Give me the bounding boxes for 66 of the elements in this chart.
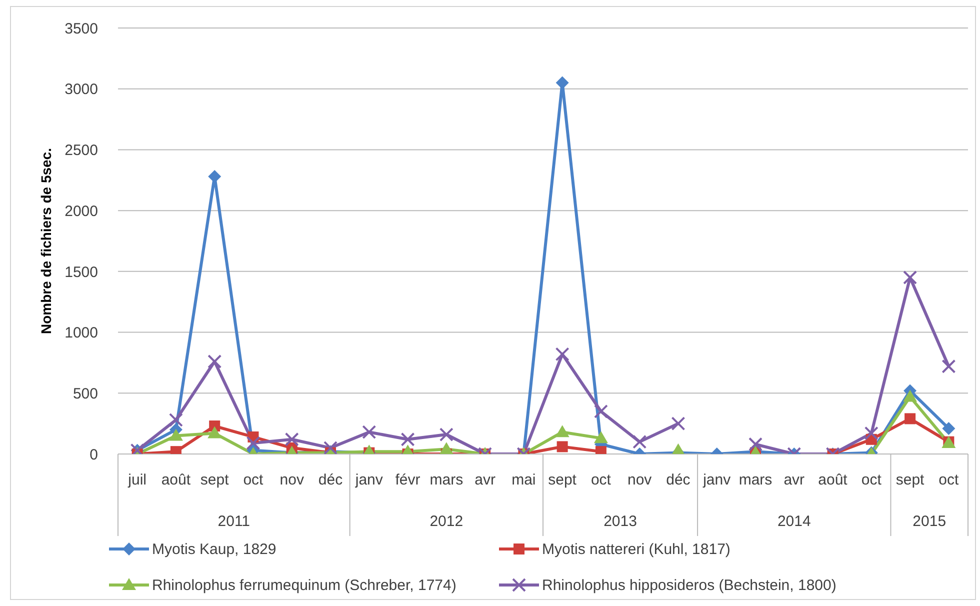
x-tick-label: janv xyxy=(354,472,384,489)
legend-label: Myotis Kaup, 1829 xyxy=(152,540,276,558)
legend-label: Myotis nattereri (Kuhl, 1817) xyxy=(542,540,730,558)
y-tick-label: 2500 xyxy=(64,142,98,160)
point xyxy=(903,270,918,285)
point xyxy=(555,347,570,362)
y-axis-title: Nombre de fichiers de 5sec. xyxy=(38,148,54,334)
x-tick-label: oct xyxy=(590,472,612,489)
point xyxy=(324,440,338,454)
y-tick-label: 3500 xyxy=(64,20,98,38)
x-tick-label: déc xyxy=(666,472,691,489)
point xyxy=(208,426,222,438)
text: 2013 xyxy=(604,513,637,530)
legend-label: Rhinolophus hipposideros (Bechstein, 1800) xyxy=(542,576,836,594)
point xyxy=(594,404,608,418)
x-tick-label: avr xyxy=(474,472,496,489)
point xyxy=(903,390,918,402)
point xyxy=(632,434,647,449)
point xyxy=(671,443,686,454)
point xyxy=(439,442,454,454)
x-tick-label: déc xyxy=(318,472,344,489)
x-tick-label: mars xyxy=(738,472,772,489)
text: 2011 xyxy=(218,513,250,530)
x-tick-label: nov xyxy=(627,472,652,489)
point xyxy=(439,428,454,442)
x-tick-label: oct xyxy=(243,472,264,489)
point xyxy=(168,412,183,427)
y-tick-label: 2000 xyxy=(64,202,98,220)
text: 2012 xyxy=(430,513,464,530)
y-tick-label: 0 xyxy=(90,446,98,464)
point xyxy=(671,416,686,431)
point xyxy=(942,422,956,435)
x-tick-label: févr xyxy=(395,472,420,489)
point xyxy=(904,413,916,424)
y-tick-label: 1000 xyxy=(64,324,98,342)
point xyxy=(400,432,415,446)
point xyxy=(748,437,762,452)
x-tick-label: mai xyxy=(512,472,536,489)
text: 2015 xyxy=(912,513,946,530)
x-tick-label: août xyxy=(818,472,848,489)
point xyxy=(362,425,376,440)
x-tick-label: oct xyxy=(861,472,882,489)
y-tick-label: 1500 xyxy=(64,264,98,281)
point xyxy=(246,436,260,450)
x-tick-label: nov xyxy=(280,472,304,489)
point xyxy=(556,441,568,452)
point xyxy=(555,425,570,438)
x-tick-label: sept xyxy=(548,472,578,489)
x-tick-label: sept xyxy=(896,472,926,489)
x-tick-label: mars xyxy=(430,472,464,489)
y-tick-label: 3000 xyxy=(64,81,98,98)
point xyxy=(942,359,956,374)
x-tick-label: oct xyxy=(938,472,960,489)
x-tick-label: juil xyxy=(127,472,146,489)
y-tick-label: 500 xyxy=(72,385,98,402)
point xyxy=(284,432,299,446)
x-tick-label: avr xyxy=(784,472,805,489)
text: 2014 xyxy=(777,513,811,530)
x-tick-label: sept xyxy=(200,472,230,489)
x-tick-label: janv xyxy=(702,472,732,489)
point xyxy=(168,428,183,441)
point xyxy=(594,431,608,444)
point xyxy=(208,354,222,368)
legend-label: Rhinolophus ferrumequinum (Schreber, 1774) xyxy=(152,576,456,594)
point xyxy=(864,426,878,440)
x-tick-label: août xyxy=(161,472,192,489)
